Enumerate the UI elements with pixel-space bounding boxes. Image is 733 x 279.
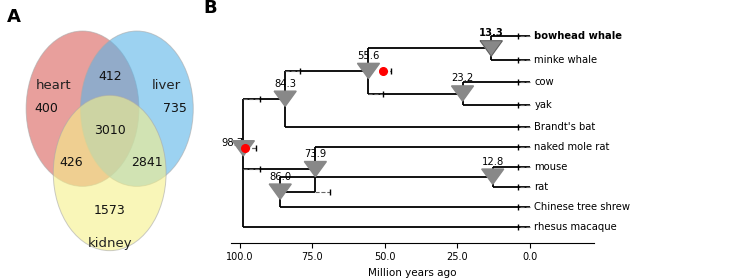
Text: 73.9: 73.9 bbox=[304, 149, 326, 159]
Ellipse shape bbox=[81, 31, 194, 186]
Polygon shape bbox=[269, 184, 291, 199]
Text: 23.2: 23.2 bbox=[452, 73, 474, 83]
Polygon shape bbox=[482, 169, 504, 184]
Text: 3010: 3010 bbox=[94, 124, 125, 137]
Text: liver: liver bbox=[152, 80, 180, 92]
X-axis label: Million years ago: Million years ago bbox=[368, 268, 457, 278]
Text: Chinese tree shrew: Chinese tree shrew bbox=[534, 202, 630, 212]
Text: B: B bbox=[204, 0, 217, 17]
Polygon shape bbox=[452, 86, 474, 101]
Polygon shape bbox=[358, 63, 380, 79]
Text: 735: 735 bbox=[163, 102, 186, 115]
Text: 426: 426 bbox=[59, 156, 83, 169]
Polygon shape bbox=[304, 162, 326, 177]
Text: 412: 412 bbox=[98, 70, 122, 83]
Text: bowhead whale: bowhead whale bbox=[534, 32, 622, 41]
Polygon shape bbox=[232, 141, 254, 156]
Text: A: A bbox=[7, 8, 21, 26]
Text: 13.3: 13.3 bbox=[479, 28, 504, 39]
Text: cow: cow bbox=[534, 78, 554, 88]
Text: 55.6: 55.6 bbox=[357, 51, 380, 61]
Text: 400: 400 bbox=[34, 102, 58, 115]
Ellipse shape bbox=[26, 31, 139, 186]
Text: Brandt's bat: Brandt's bat bbox=[534, 122, 595, 132]
Text: minke whale: minke whale bbox=[534, 56, 597, 66]
Text: heart: heart bbox=[35, 80, 71, 92]
Text: kidney: kidney bbox=[87, 237, 132, 251]
Text: 98.7: 98.7 bbox=[221, 138, 243, 148]
Text: mouse: mouse bbox=[534, 162, 567, 172]
Text: 84.3: 84.3 bbox=[274, 79, 296, 89]
Text: 12.8: 12.8 bbox=[482, 157, 504, 167]
Text: 2841: 2841 bbox=[131, 156, 163, 169]
Polygon shape bbox=[274, 91, 296, 106]
Text: 86.0: 86.0 bbox=[269, 172, 291, 182]
Ellipse shape bbox=[54, 95, 166, 251]
Text: naked mole rat: naked mole rat bbox=[534, 141, 610, 151]
Text: yak: yak bbox=[534, 100, 552, 110]
Text: rat: rat bbox=[534, 182, 548, 192]
Polygon shape bbox=[480, 41, 502, 56]
Text: rhesus macaque: rhesus macaque bbox=[534, 222, 617, 232]
Text: 1573: 1573 bbox=[94, 204, 125, 217]
